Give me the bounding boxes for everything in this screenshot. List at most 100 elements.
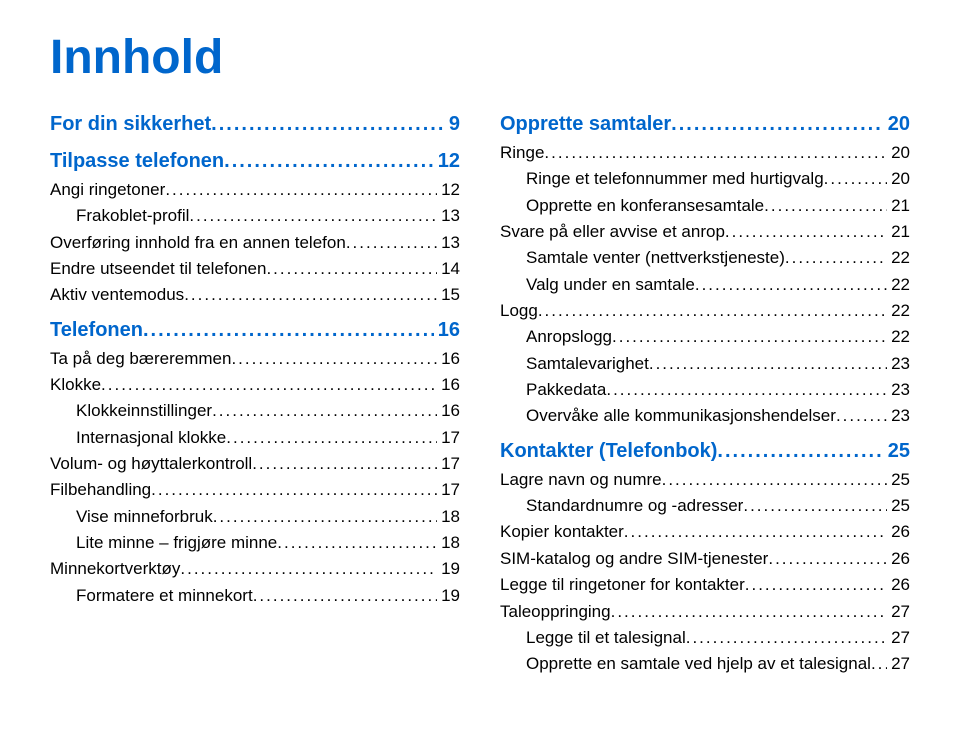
toc-entry[interactable]: Angi ringetoner12 xyxy=(50,177,460,203)
toc-leader-dots xyxy=(184,282,437,308)
toc-entry[interactable]: Overvåke alle kommunikasjonshendelser 23 xyxy=(500,403,910,429)
toc-leader-dots xyxy=(686,625,887,651)
toc-leader-dots xyxy=(538,298,887,324)
toc-leader-dots xyxy=(612,324,887,350)
toc-leader-dots xyxy=(745,572,887,598)
toc-entry-label: Opprette samtaler xyxy=(500,109,671,140)
toc-entry[interactable]: Standardnumre og -adresser25 xyxy=(500,493,910,519)
toc-leader-dots xyxy=(346,230,437,256)
toc-leader-dots xyxy=(662,467,887,493)
toc-entry-label: Internasjonal klokke xyxy=(76,425,226,451)
toc-entry[interactable]: Logg22 xyxy=(500,298,910,324)
toc-entry[interactable]: Filbehandling17 xyxy=(50,477,460,503)
toc-entry[interactable]: Frakoblet-profil13 xyxy=(50,203,460,229)
toc-entry-page: 22 xyxy=(887,245,910,271)
toc-leader-dots xyxy=(764,193,887,219)
toc-entry-page: 17 xyxy=(437,425,460,451)
toc-entry[interactable]: Tilpasse telefonen12 xyxy=(50,146,460,177)
toc-entry-page: 22 xyxy=(887,324,910,350)
toc-entry[interactable]: Overføring innhold fra en annen telefon1… xyxy=(50,230,460,256)
toc-leader-dots xyxy=(211,109,445,140)
toc-entry-label: Klokke xyxy=(50,372,101,398)
toc-entry[interactable]: Volum- og høyttalerkontroll17 xyxy=(50,451,460,477)
toc-entry[interactable]: Ringe et telefonnummer med hurtigvalg20 xyxy=(500,166,910,192)
toc-entry[interactable]: Ringe 20 xyxy=(500,140,910,166)
toc-entry[interactable]: Lagre navn og numre25 xyxy=(500,467,910,493)
toc-entry[interactable]: Opprette en konferansesamtale 21 xyxy=(500,193,910,219)
toc-entry-label: Overvåke alle kommunikasjonshendelser xyxy=(526,403,836,429)
toc-entry[interactable]: Telefonen16 xyxy=(50,315,460,346)
toc-entry-label: Opprette en konferansesamtale xyxy=(526,193,764,219)
toc-entry[interactable]: Legge til ringetoner for kontakter26 xyxy=(500,572,910,598)
toc-entry[interactable]: Internasjonal klokke 17 xyxy=(50,425,460,451)
toc-entry[interactable]: Kontakter (Telefonbok)25 xyxy=(500,436,910,467)
toc-entry-page: 16 xyxy=(437,398,460,424)
toc-entry-page: 12 xyxy=(434,146,460,177)
toc-entry[interactable]: Aktiv ventemodus 15 xyxy=(50,282,460,308)
toc-entry[interactable]: Svare på eller avvise et anrop21 xyxy=(500,219,910,245)
toc-entry[interactable]: Endre utseendet til telefonen 14 xyxy=(50,256,460,282)
toc-leader-dots xyxy=(725,219,887,245)
toc-leader-dots xyxy=(226,425,437,451)
toc-entry-page: 19 xyxy=(437,556,460,582)
toc-entry-label: Legge til et talesignal xyxy=(526,625,686,651)
toc-entry-page: 16 xyxy=(437,372,460,398)
toc-entry-label: Ringe xyxy=(500,140,544,166)
toc-entry[interactable]: Samtale venter (nettverkstjeneste) 22 xyxy=(500,245,910,271)
toc-entry[interactable]: Pakkedata23 xyxy=(500,377,910,403)
toc-entry[interactable]: Ta på deg bæreremmen16 xyxy=(50,346,460,372)
toc-entry-page: 15 xyxy=(437,282,460,308)
toc-entry[interactable]: For din sikkerhet9 xyxy=(50,109,460,140)
toc-leader-dots xyxy=(606,377,887,403)
toc-entry-label: Kontakter (Telefonbok) xyxy=(500,436,717,467)
toc-leader-dots xyxy=(544,140,887,166)
toc-entry-page: 23 xyxy=(887,403,910,429)
toc-entry-page: 16 xyxy=(434,315,460,346)
toc-entry-label: Klokkeinnstillinger xyxy=(76,398,212,424)
toc-entry-label: Endre utseendet til telefonen xyxy=(50,256,266,282)
toc-entry-label: Aktiv ventemodus xyxy=(50,282,184,308)
toc-entry[interactable]: Opprette samtaler20 xyxy=(500,109,910,140)
toc-entry-page: 16 xyxy=(437,346,460,372)
toc-entry[interactable]: Samtalevarighet23 xyxy=(500,351,910,377)
toc-leader-dots xyxy=(252,451,437,477)
toc-entry[interactable]: Anropslogg22 xyxy=(500,324,910,350)
toc-leader-dots xyxy=(253,583,437,609)
toc-entry[interactable]: Taleoppringing27 xyxy=(500,599,910,625)
toc-entry[interactable]: Valg under en samtale22 xyxy=(500,272,910,298)
toc-entry-label: Taleoppringing xyxy=(500,599,611,625)
toc-entry[interactable]: Kopier kontakter26 xyxy=(500,519,910,545)
toc-entry-page: 12 xyxy=(437,177,460,203)
toc-leader-dots xyxy=(768,546,887,572)
toc-leader-dots xyxy=(224,146,434,177)
toc-entry[interactable]: Klokke 16 xyxy=(50,372,460,398)
toc-entry[interactable]: Formatere et minnekort19 xyxy=(50,583,460,609)
toc-entry[interactable]: Klokkeinnstillinger 16 xyxy=(50,398,460,424)
toc-entry[interactable]: SIM-katalog og andre SIM-tjenester 26 xyxy=(500,546,910,572)
toc-entry-page: 18 xyxy=(437,504,460,530)
toc-leader-dots xyxy=(212,398,437,424)
toc-entry[interactable]: Lite minne – frigjøre minne18 xyxy=(50,530,460,556)
toc-entry[interactable]: Legge til et talesignal27 xyxy=(500,625,910,651)
toc-leader-dots xyxy=(785,245,887,271)
toc-leader-dots xyxy=(743,493,887,519)
toc-column-left: For din sikkerhet9 Tilpasse telefonen12An… xyxy=(50,109,460,678)
toc-entry[interactable]: Opprette en samtale ved hjelp av et tale… xyxy=(500,651,910,677)
toc-entry-page: 14 xyxy=(437,256,460,282)
toc-entry[interactable]: Vise minneforbruk18 xyxy=(50,504,460,530)
toc-entry-page: 21 xyxy=(887,193,910,219)
toc-entry-label: Opprette en samtale ved hjelp av et tale… xyxy=(526,651,871,677)
toc-entry-page: 20 xyxy=(887,140,910,166)
page-title: Innhold xyxy=(50,30,910,85)
toc-entry-label: Standardnumre og -adresser xyxy=(526,493,743,519)
toc-entry-label: Kopier kontakter xyxy=(500,519,624,545)
toc-entry-label: Samtale venter (nettverkstjeneste) xyxy=(526,245,785,271)
toc-entry-label: Pakkedata xyxy=(526,377,606,403)
toc-columns: For din sikkerhet9Tilpasse telefonen12An… xyxy=(50,109,910,678)
toc-entry-label: SIM-katalog og andre SIM-tjenester xyxy=(500,546,768,572)
toc-leader-dots xyxy=(266,256,437,282)
toc-entry-page: 9 xyxy=(445,109,460,140)
toc-entry-page: 26 xyxy=(887,546,910,572)
toc-entry[interactable]: Minnekortverktøy19 xyxy=(50,556,460,582)
toc-leader-dots xyxy=(624,519,887,545)
